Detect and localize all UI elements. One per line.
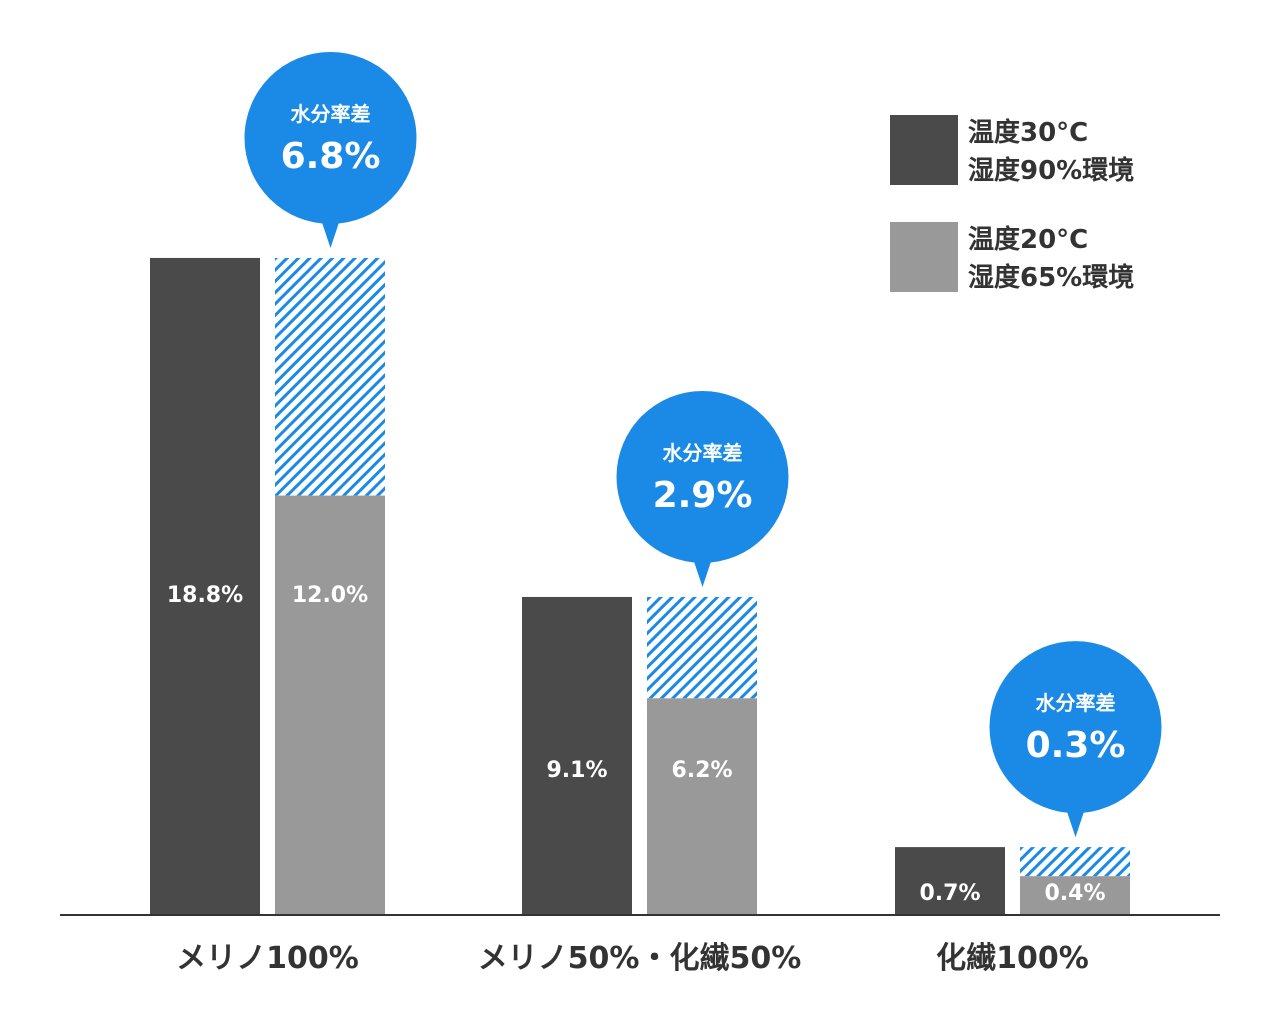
bar-1-series-0 [522, 596, 632, 915]
bar-1-series-1 [647, 698, 757, 915]
bubble-pointer [320, 217, 341, 248]
legend-label: 温度30°C [968, 117, 1088, 148]
data-label: 18.8% [167, 583, 243, 608]
bubble-circle [989, 641, 1162, 814]
legend-label: 温度20°C [968, 224, 1088, 255]
bar-2-difference-hatch [1020, 847, 1130, 877]
bar-1-difference-hatch [647, 596, 757, 699]
difference-bubble: 水分率差 2.9% [616, 390, 789, 587]
legend-swatch [890, 222, 958, 292]
difference-bubble: 水分率差 0.3% [989, 641, 1162, 838]
bubble-circle [616, 390, 789, 563]
legend-item-0: 温度30°C 湿度90%環境 [890, 115, 1134, 186]
bubble-label: 水分率差 [1036, 691, 1116, 715]
bubble-label: 水分率差 [663, 441, 743, 465]
x-tick-label: メリノ50%・化繊50% [478, 941, 802, 976]
legend-label: 湿度90%環境 [968, 155, 1134, 186]
bubble-value: 6.8% [281, 136, 381, 177]
difference-bubble: 水分率差 6.8% [244, 51, 417, 248]
bubble-value: 2.9% [653, 475, 753, 516]
bubble-pointer [692, 556, 713, 587]
bubble-circle [244, 51, 417, 224]
data-label: 6.2% [671, 758, 732, 783]
bar-0-series-0 [150, 257, 260, 915]
bubble-value: 0.3% [1026, 725, 1126, 766]
bar-2-series-0 [895, 847, 1005, 915]
bar-0-series-1 [275, 495, 385, 915]
legend-label: 湿度65%環境 [968, 262, 1134, 293]
bar-2-series-1 [1020, 876, 1130, 915]
bar-0-difference-hatch [275, 257, 385, 496]
x-tick-label: メリノ100% [176, 941, 359, 976]
data-label: 0.7% [919, 881, 980, 906]
x-tick-label: 化繊100% [936, 941, 1089, 976]
bubble-pointer [1065, 807, 1086, 838]
legend-item-1: 温度20°C 湿度65%環境 [890, 222, 1134, 293]
legend-swatch [890, 115, 958, 185]
bubble-label: 水分率差 [291, 102, 371, 126]
data-label: 0.4% [1044, 881, 1105, 906]
data-label: 12.0% [292, 583, 368, 608]
data-label: 9.1% [546, 758, 607, 783]
